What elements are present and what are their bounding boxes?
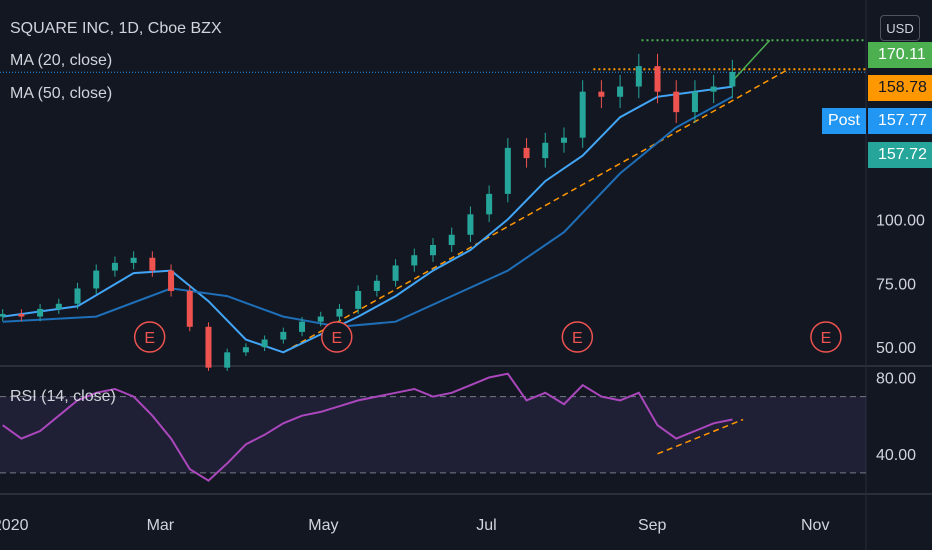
candle-body — [299, 321, 306, 332]
target-price-tag: 170.11 — [868, 42, 932, 68]
candle-body — [55, 303, 62, 309]
candle-body — [224, 352, 231, 368]
candle-body — [617, 86, 624, 97]
resistance-price-tag: 158.78 — [868, 75, 932, 101]
y-tick-label: 75.00 — [876, 276, 916, 293]
candle-body — [37, 308, 44, 317]
target-arrow — [729, 39, 771, 85]
post-market-badge: Post — [822, 108, 866, 134]
candle-body — [448, 234, 455, 245]
earnings-marker — [561, 321, 594, 353]
candle-body — [93, 270, 100, 289]
candle-body — [635, 66, 642, 87]
candle-body — [261, 339, 268, 348]
candle-body — [504, 147, 511, 194]
y-tick-label: 50.00 — [876, 340, 916, 357]
earnings-marker — [810, 321, 842, 353]
candle-body — [149, 257, 156, 271]
candle-body — [691, 91, 698, 113]
earnings-marker — [321, 321, 353, 353]
candle-body — [373, 280, 380, 291]
ma20-line — [2, 85, 733, 354]
candle-body — [317, 316, 324, 322]
candle-body — [560, 137, 567, 143]
candle-body — [168, 270, 175, 291]
candle-body — [355, 291, 362, 309]
rsi-divergence-line — [657, 418, 744, 455]
candle-body — [392, 265, 399, 281]
currency-button[interactable]: USD — [880, 15, 920, 41]
candle-body — [74, 288, 81, 304]
symbol-title: SQUARE INC, 1D, Cboe BZX — [10, 20, 222, 37]
candle-body — [579, 91, 586, 138]
candle-body — [673, 91, 680, 113]
rsi-tick-label: 40.00 — [876, 447, 916, 464]
candle-body — [411, 255, 418, 266]
last-price-tag: 157.72 — [868, 142, 932, 168]
x-tick-label: May — [308, 517, 338, 534]
x-tick-label: Jul — [476, 517, 496, 534]
candle-body — [186, 291, 193, 327]
candle-body — [430, 245, 436, 256]
ma50-legend: MA (50, close) — [10, 85, 113, 102]
earnings-label: E — [331, 330, 342, 347]
rsi-band — [0, 396, 866, 473]
candle-body — [111, 262, 118, 271]
candle-body — [336, 308, 343, 317]
candle-body — [523, 147, 530, 159]
candle-body — [598, 91, 605, 97]
candle-body — [654, 66, 661, 92]
rsi-line — [2, 372, 733, 482]
earnings-label: E — [572, 330, 583, 347]
candle-body — [18, 314, 25, 317]
candle-body — [542, 142, 549, 159]
y-tick-label: 100.00 — [876, 212, 925, 229]
support-trendline — [282, 68, 789, 353]
rsi-tick-label: 80.00 — [876, 371, 916, 388]
candle-body — [242, 347, 249, 353]
candle-body — [729, 71, 736, 87]
earnings-marker — [133, 321, 166, 353]
candle-body — [467, 214, 474, 235]
rsi-legend: RSI (14, close) — [10, 388, 116, 405]
x-tick-label: 2020 — [0, 517, 29, 534]
earnings-label: E — [821, 330, 832, 347]
candle-body — [486, 193, 493, 215]
x-tick-label: Mar — [147, 517, 175, 534]
x-tick-label: Nov — [801, 517, 829, 534]
ma50-line — [2, 95, 733, 328]
earnings-label: E — [144, 330, 155, 347]
candle-body — [710, 86, 717, 92]
candle-body — [205, 326, 212, 368]
post-price-tag: 157.77 — [868, 108, 932, 134]
x-tick-label: Sep — [638, 517, 667, 534]
candle-body — [130, 257, 137, 263]
ma20-legend: MA (20, close) — [10, 52, 113, 69]
candle-body — [280, 331, 287, 340]
candle-body — [0, 314, 6, 317]
